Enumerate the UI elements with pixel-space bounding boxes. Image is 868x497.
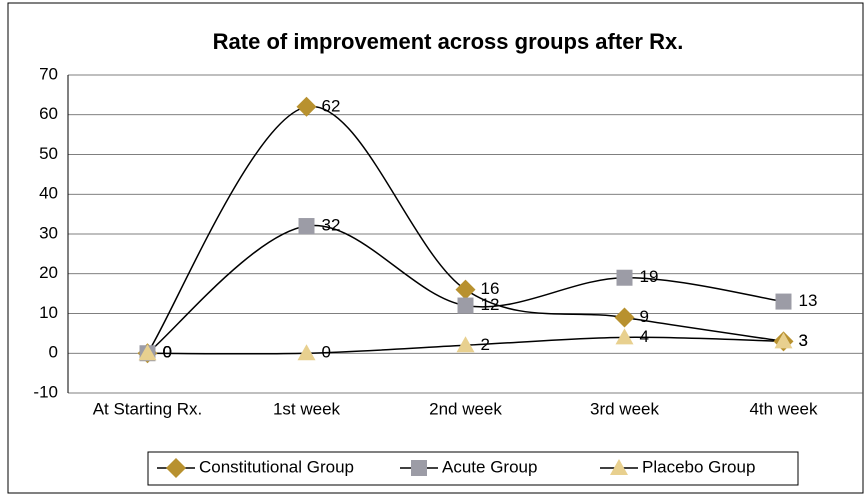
data-label: 4 (640, 327, 649, 346)
data-point (616, 269, 633, 286)
y-tick-label: 30 (39, 223, 58, 242)
data-point (298, 218, 315, 235)
data-label: 13 (799, 291, 818, 310)
data-label: 2 (481, 335, 490, 354)
chart-border (7, 2, 864, 494)
x-tick-label: At Starting Rx. (93, 399, 203, 418)
x-tick-label: 3rd week (590, 399, 659, 418)
data-point (614, 307, 635, 328)
chart-title: Rate of improvement across groups after … (213, 29, 684, 54)
legend-marker (166, 458, 186, 478)
data-label: 16 (481, 279, 500, 298)
data-label: 62 (322, 96, 341, 115)
data-point (297, 344, 316, 361)
data-label: 3 (799, 331, 808, 350)
legend-marker (411, 460, 427, 476)
y-tick-label: 20 (39, 263, 58, 282)
data-label: 3 (799, 331, 808, 350)
legend-label: Acute Group (442, 457, 537, 476)
y-tick-label: 60 (39, 104, 58, 123)
series-line (146, 105, 784, 354)
data-label: 32 (322, 216, 341, 235)
data-label: 9 (640, 307, 649, 326)
data-point (296, 96, 317, 117)
data-point (457, 297, 474, 314)
legend-box (147, 451, 799, 486)
data-label: 19 (640, 267, 659, 286)
data-point (774, 332, 793, 349)
data-point (615, 328, 634, 345)
data-label: 12 (481, 295, 500, 314)
y-tick-label: 10 (39, 303, 58, 322)
y-tick-label: 50 (39, 144, 58, 163)
x-tick-label: 4th week (749, 399, 818, 418)
data-label: 0 (322, 343, 331, 362)
x-tick-label: 1st week (273, 399, 341, 418)
y-tick-label: 70 (39, 64, 58, 83)
data-label: 0 (163, 343, 172, 362)
data-point (775, 293, 792, 310)
x-tick-label: 2nd week (429, 399, 502, 418)
legend-label: Placebo Group (642, 457, 755, 476)
data-label: 0 (163, 343, 172, 362)
legend-marker (610, 459, 628, 475)
y-tick-label: 0 (49, 343, 58, 362)
legend-label: Constitutional Group (199, 457, 354, 476)
data-label: 0 (163, 343, 172, 362)
data-point (456, 336, 475, 353)
data-point (138, 344, 157, 361)
y-tick-label: 40 (39, 184, 58, 203)
y-tick-label: -10 (33, 382, 58, 401)
data-point (455, 279, 476, 300)
